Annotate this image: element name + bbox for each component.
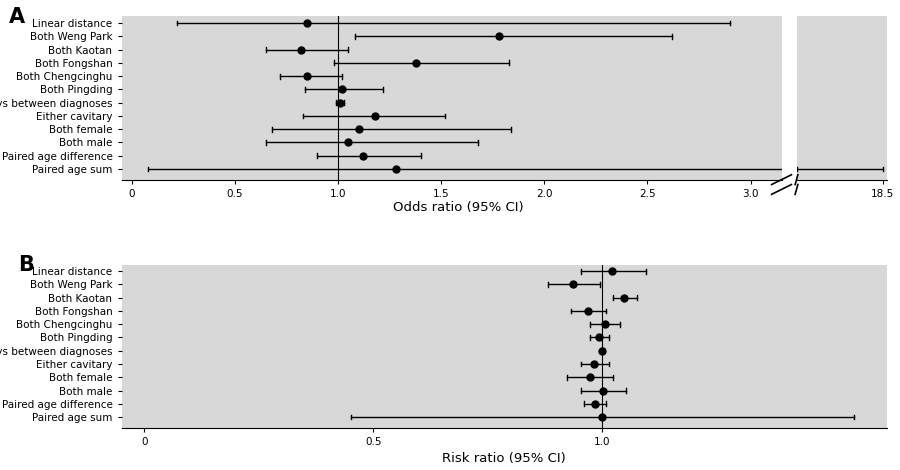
X-axis label: Risk ratio (95% CI): Risk ratio (95% CI) bbox=[442, 452, 566, 465]
Text: A: A bbox=[9, 7, 25, 27]
Text: Odds ratio (95% CI): Odds ratio (95% CI) bbox=[392, 201, 524, 214]
Text: B: B bbox=[18, 255, 34, 274]
